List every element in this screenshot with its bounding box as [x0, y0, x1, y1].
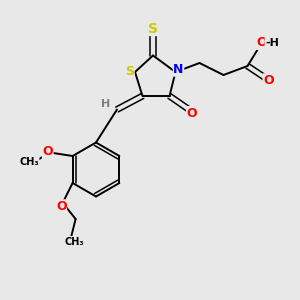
Text: CH₃: CH₃: [64, 236, 84, 247]
Text: O: O: [263, 74, 274, 87]
Text: O: O: [56, 200, 67, 213]
Text: O: O: [187, 106, 197, 120]
Text: S: S: [125, 65, 134, 78]
Text: O: O: [42, 145, 53, 158]
Text: O: O: [256, 36, 267, 50]
Text: CH₃: CH₃: [19, 157, 39, 167]
Text: -H: -H: [265, 38, 279, 48]
Text: H: H: [101, 99, 110, 109]
Text: N: N: [173, 63, 184, 76]
Text: S: S: [148, 22, 158, 35]
